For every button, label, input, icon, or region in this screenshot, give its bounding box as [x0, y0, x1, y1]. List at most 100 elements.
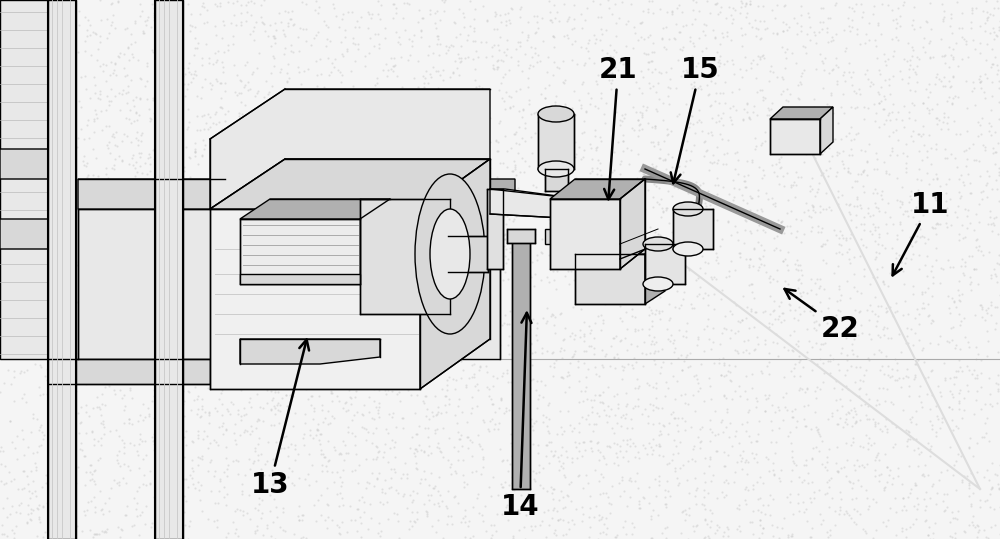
- Point: [289, 370, 305, 378]
- Point: [404, 331, 420, 340]
- Point: [984, 483, 1000, 492]
- Point: [954, 477, 970, 486]
- Point: [338, 398, 354, 406]
- Point: [450, 402, 466, 411]
- Point: [553, 450, 569, 459]
- Point: [360, 268, 376, 277]
- Point: [329, 392, 345, 400]
- Point: [165, 322, 181, 331]
- Point: [338, 241, 354, 250]
- Point: [29, 447, 45, 456]
- Point: [104, 279, 120, 287]
- Point: [466, 321, 482, 329]
- Point: [38, 86, 54, 94]
- Point: [983, 130, 999, 139]
- Point: [186, 70, 202, 78]
- Point: [246, 0, 262, 7]
- Point: [522, 198, 538, 206]
- Point: [562, 213, 578, 222]
- Point: [905, 16, 921, 25]
- Point: [578, 347, 594, 356]
- Point: [940, 113, 956, 122]
- Point: [856, 226, 872, 234]
- Point: [187, 282, 203, 291]
- Point: [95, 378, 111, 386]
- Point: [819, 452, 835, 461]
- Point: [50, 522, 66, 530]
- Point: [162, 312, 178, 321]
- Point: [566, 15, 582, 24]
- Point: [382, 144, 398, 153]
- Point: [220, 41, 236, 50]
- Point: [511, 106, 527, 115]
- Polygon shape: [820, 107, 833, 154]
- Point: [240, 86, 256, 94]
- Point: [516, 347, 532, 355]
- Point: [200, 265, 216, 274]
- Point: [280, 344, 296, 353]
- Point: [671, 178, 687, 186]
- Point: [611, 195, 627, 203]
- Point: [583, 444, 599, 452]
- Point: [239, 138, 255, 147]
- Point: [340, 405, 356, 414]
- Bar: [155, 0, 183, 539]
- Point: [669, 231, 685, 239]
- Point: [909, 305, 925, 313]
- Point: [264, 466, 280, 474]
- Point: [720, 451, 736, 459]
- Point: [511, 339, 527, 348]
- Point: [415, 396, 431, 405]
- Point: [146, 391, 162, 400]
- Point: [949, 163, 965, 171]
- Point: [253, 122, 269, 130]
- Point: [447, 234, 463, 243]
- Point: [219, 489, 235, 498]
- Point: [375, 192, 391, 201]
- Point: [222, 248, 238, 257]
- Point: [850, 476, 866, 485]
- Point: [763, 438, 779, 446]
- Point: [696, 397, 712, 405]
- Point: [895, 267, 911, 275]
- Point: [313, 510, 329, 519]
- Point: [165, 508, 181, 517]
- Point: [769, 338, 785, 347]
- Point: [885, 16, 901, 24]
- Point: [668, 20, 684, 29]
- Point: [703, 128, 719, 136]
- Point: [497, 132, 513, 140]
- Point: [729, 227, 745, 236]
- Point: [651, 306, 667, 315]
- Point: [180, 347, 196, 356]
- Point: [609, 452, 625, 461]
- Point: [372, 532, 388, 539]
- Point: [979, 351, 995, 360]
- Point: [157, 211, 173, 220]
- Point: [977, 70, 993, 78]
- Point: [764, 161, 780, 169]
- Point: [571, 398, 587, 406]
- Point: [638, 106, 654, 114]
- Point: [313, 144, 329, 153]
- Point: [495, 482, 511, 491]
- Point: [962, 273, 978, 281]
- Point: [519, 497, 535, 506]
- Point: [718, 324, 734, 333]
- Point: [688, 178, 704, 186]
- Point: [471, 151, 487, 160]
- Point: [452, 204, 468, 213]
- Point: [242, 30, 258, 38]
- Point: [916, 34, 932, 43]
- Point: [130, 135, 146, 144]
- Point: [603, 342, 619, 350]
- Point: [877, 483, 893, 492]
- Point: [442, 72, 458, 81]
- Point: [0, 108, 10, 116]
- Point: [480, 424, 496, 433]
- Point: [237, 471, 253, 480]
- Point: [143, 23, 159, 32]
- Point: [767, 14, 783, 23]
- Point: [256, 20, 272, 29]
- Point: [908, 237, 924, 245]
